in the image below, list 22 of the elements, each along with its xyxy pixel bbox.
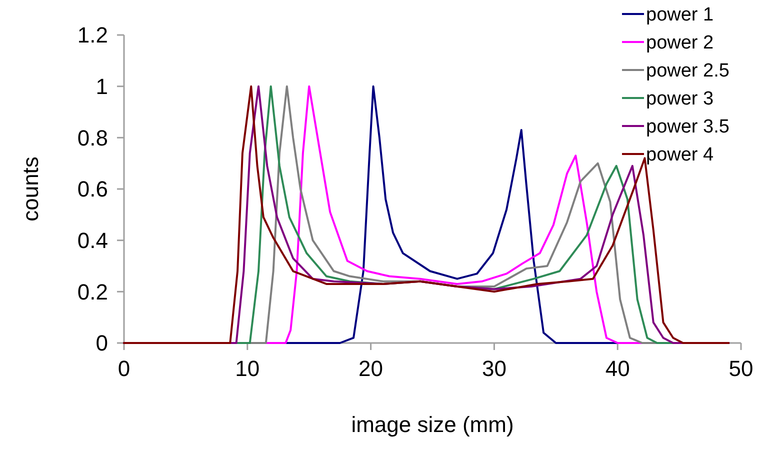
- x-tick-label: 20: [358, 356, 384, 381]
- x-tick-label: 0: [118, 356, 130, 381]
- legend-label: power 2: [646, 32, 714, 54]
- x-tick-label: 30: [482, 356, 506, 381]
- x-axis-title: image size (mm): [351, 412, 514, 437]
- y-tick-label: 1: [96, 74, 108, 100]
- y-tick-label: 0.2: [77, 279, 108, 304]
- legend-label: power 1: [646, 4, 714, 26]
- legend-label: power 3: [646, 88, 714, 110]
- y-tick-label: 0.6: [77, 176, 108, 202]
- y-tick-label: 0: [96, 330, 108, 356]
- x-tick-label: 10: [235, 356, 260, 381]
- legend-label: power 3.5: [646, 116, 730, 138]
- y-tick-label: 0.8: [77, 125, 108, 150]
- y-axis-title: counts: [18, 156, 43, 222]
- y-tick-label: 1.2: [77, 22, 108, 48]
- x-tick-label: 50: [728, 356, 754, 381]
- legend-label: power 2.5: [646, 60, 730, 82]
- line-series: [123, 85, 730, 344]
- x-tick-label: 40: [605, 356, 630, 381]
- y-tick-label: 0.4: [77, 228, 108, 254]
- legend-label: power 4: [646, 144, 714, 166]
